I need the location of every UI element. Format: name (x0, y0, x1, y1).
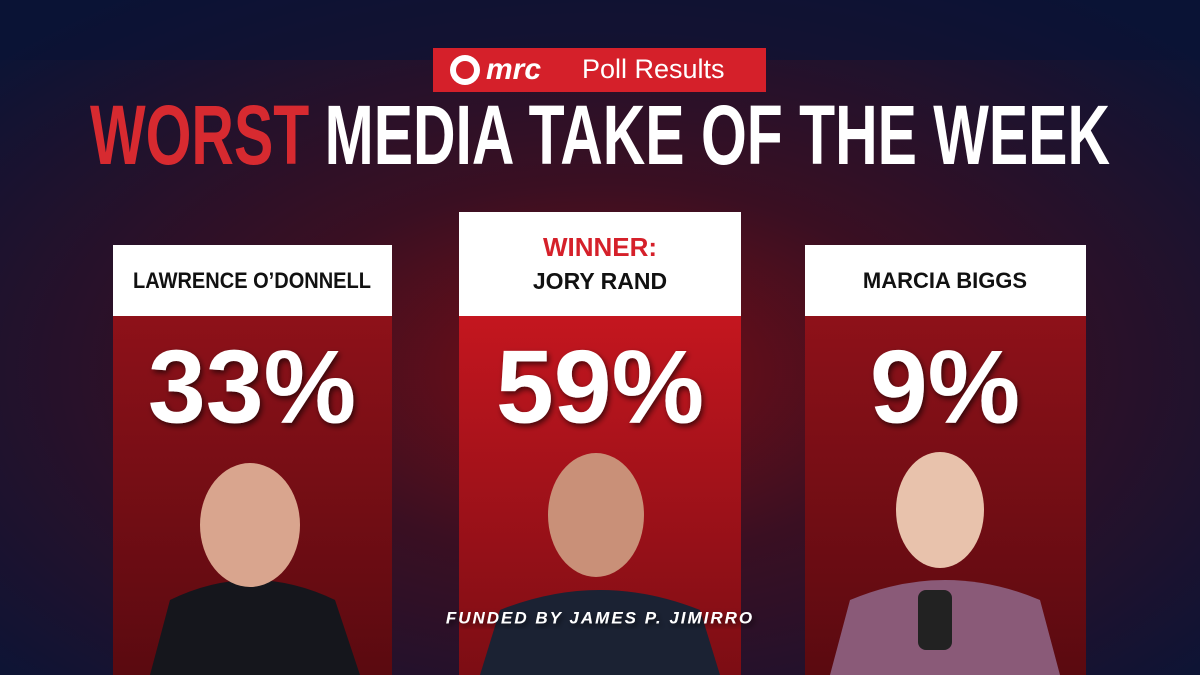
title-rest: MEDIA TAKE OF THE WEEK (325, 88, 1110, 182)
card-label: WINNER: (543, 232, 657, 262)
person-body (150, 580, 360, 675)
card-percent: 9% (870, 329, 1020, 445)
card-percent: 33% (148, 329, 356, 445)
badge-logo: mrc (486, 53, 541, 86)
title: WORSTMEDIA TAKE OF THE WEEK (90, 88, 1110, 182)
microphone (918, 590, 952, 650)
footer: FUNDED BY JAMES P. JIMIRRO (446, 608, 754, 627)
badge-icon-inner (456, 61, 474, 79)
title-highlight: WORST (90, 88, 309, 182)
person-head (200, 463, 300, 587)
badge-text: Poll Results (582, 54, 725, 84)
card-header (805, 245, 1086, 316)
person-body (480, 590, 720, 675)
card-header (113, 245, 392, 316)
card-header (459, 212, 741, 316)
card-name: MARCIA BIGGS (863, 268, 1027, 293)
card-name: JORY RAND (533, 268, 667, 294)
person-head (548, 453, 644, 577)
badge (433, 48, 766, 92)
person-head (896, 452, 984, 568)
card-percent: 59% (496, 329, 704, 445)
card-name: LAWRENCE O’DONNELL (133, 268, 371, 293)
